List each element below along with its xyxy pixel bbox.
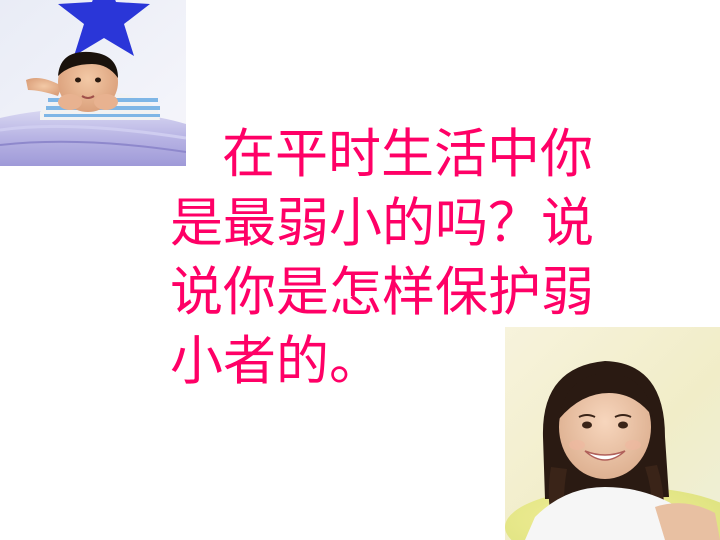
text-line-3: 说你是怎样保护弱 <box>170 262 594 323</box>
boy-lying-on-bed-photo <box>0 0 186 166</box>
main-question-text: 在平时生活中你 是最弱小的吗？说 说你是怎样保护弱 小者的。 <box>170 120 660 396</box>
blue-star-icon <box>58 0 150 56</box>
text-line-1: 在平时生活中你 <box>222 124 593 185</box>
text-line-2: 是最弱小的吗？说 <box>170 193 594 254</box>
text-line-4: 小者的。 <box>170 331 382 392</box>
smiling-girl-photo <box>505 327 720 540</box>
